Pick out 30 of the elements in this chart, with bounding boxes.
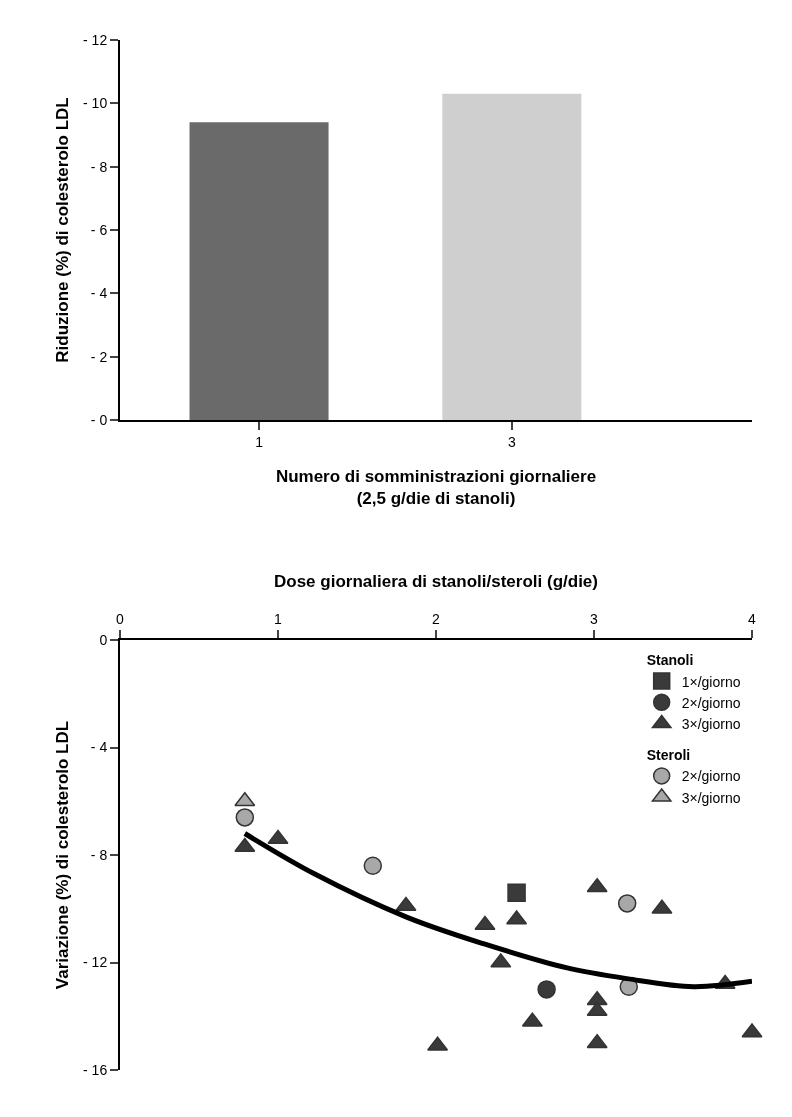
y-tick-label: - 12 bbox=[83, 954, 108, 971]
legend-label: 3×/giorno bbox=[681, 789, 741, 806]
y-tick-label: 0 bbox=[99, 631, 108, 648]
y-tick-label: - 2 bbox=[90, 348, 108, 365]
x-tick-label: 4 bbox=[748, 611, 757, 628]
y-tick-label: - 8 bbox=[90, 158, 108, 175]
y-tick-label: - 10 bbox=[83, 95, 108, 112]
x-tick-label: 1 bbox=[274, 611, 283, 628]
y-axis-title: Riduzione (%) di colesterolo LDL bbox=[53, 97, 73, 363]
x-tick-label: 1 bbox=[255, 433, 264, 450]
y-tick-label: - 4 bbox=[90, 285, 108, 302]
legend-label: 1×/giorno bbox=[681, 673, 741, 690]
legend-label: 2×/giorno bbox=[681, 768, 741, 785]
legend-label: 3×/giorno bbox=[681, 715, 741, 732]
annotation: Stanoli bbox=[646, 652, 694, 669]
y-axis-title: Variazione (%) di colesterolo LDL bbox=[53, 720, 73, 990]
y-tick-label: - 6 bbox=[90, 221, 108, 238]
y-tick-label: - 12 bbox=[83, 31, 108, 48]
x-axis-title: Dose giornaliera di stanoli/steroli (g/die) bbox=[273, 571, 599, 591]
annotation: Steroli bbox=[646, 747, 691, 764]
y-tick-label: - 4 bbox=[90, 739, 108, 756]
x-tick-label: 3 bbox=[507, 433, 516, 450]
y-tick-label: - 16 bbox=[83, 1061, 108, 1078]
x-tick-label: 0 bbox=[116, 611, 125, 628]
x-axis-title: Numero di somministrazioni giornaliere (2,5 g/die di stanoli) bbox=[275, 467, 597, 509]
y-tick-label: - 0 bbox=[90, 411, 108, 428]
x-tick-label: 3 bbox=[590, 611, 599, 628]
y-tick-label: - 8 bbox=[90, 846, 108, 863]
legend-label: 2×/giorno bbox=[681, 694, 741, 711]
x-tick-label: 2 bbox=[432, 611, 441, 628]
